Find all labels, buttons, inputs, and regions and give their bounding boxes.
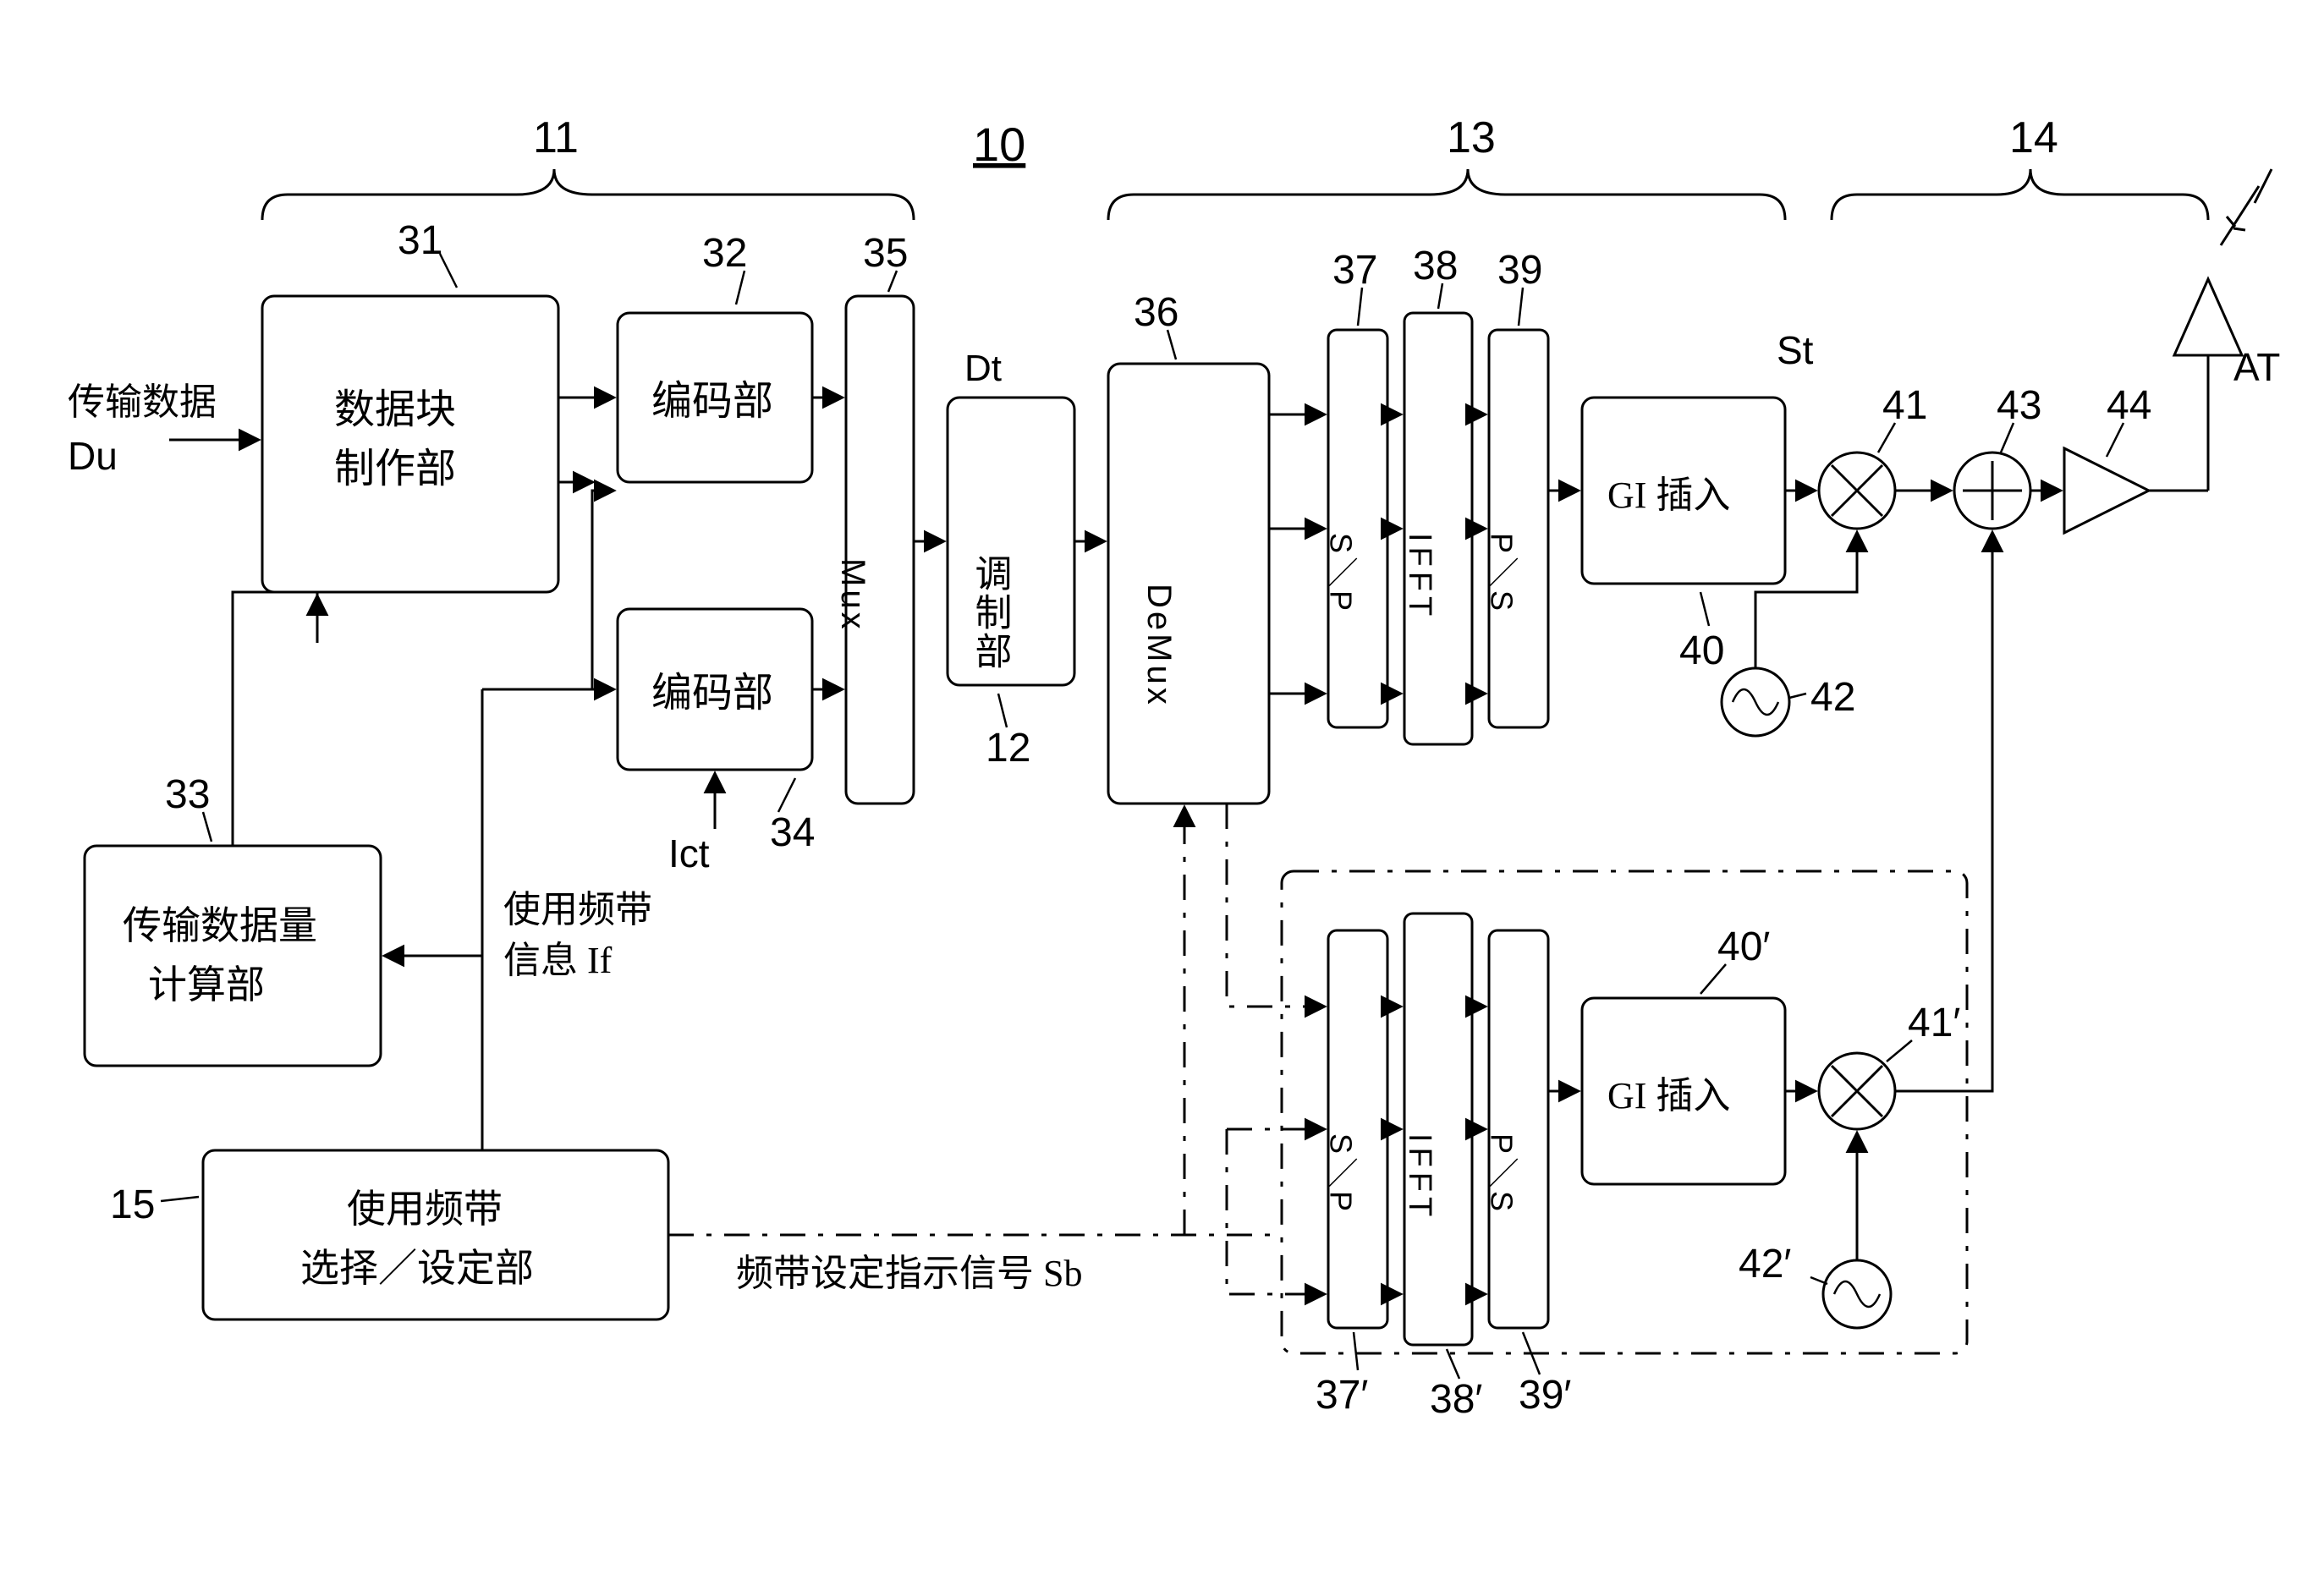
ref-44: 44 — [2107, 383, 2151, 428]
ref-43: 43 — [1997, 383, 2041, 428]
ref-37p: 37′ — [1316, 1373, 1368, 1418]
brace-14: 14 — [1832, 113, 2208, 220]
block-33-label-2: 计算部 — [148, 963, 265, 1007]
ref-39p: 39′ — [1519, 1373, 1571, 1418]
ref-40: 40 — [1679, 628, 1724, 673]
antenna: AT — [2174, 169, 2280, 491]
ref-38p: 38′ — [1430, 1377, 1482, 1422]
block-40-gi-insert: GI 插入 — [1582, 398, 1785, 584]
ref-10: 10 — [973, 118, 1025, 171]
ref-13: 13 — [1447, 113, 1496, 162]
ref-42p: 42′ — [1739, 1242, 1791, 1287]
block-32-label: 编码部 — [651, 379, 773, 424]
block-36-demux: DeMux — [1108, 364, 1269, 804]
label-Du: Du — [68, 434, 118, 478]
block-39-label: P／S — [1485, 533, 1519, 614]
amplifier-44 — [2064, 448, 2149, 533]
block-31-label-1: 数据块 — [334, 387, 456, 432]
block-37p-sp: S／P — [1324, 930, 1388, 1328]
oscillator-42 — [1722, 668, 1789, 736]
block-12-modulator: 调制部 — [948, 398, 1074, 685]
ref-39: 39 — [1497, 248, 1542, 293]
ref-32: 32 — [702, 231, 747, 276]
block-38-ifft: IFFT — [1402, 313, 1472, 744]
ref-34: 34 — [770, 810, 815, 855]
block-37-sp: S／P — [1324, 330, 1388, 727]
block-40-label: GI 插入 — [1607, 475, 1730, 516]
ref-31: 31 — [398, 218, 442, 263]
block-15-label-1: 使用频带 — [347, 1188, 503, 1231]
ref-37: 37 — [1332, 248, 1377, 293]
label-band-info-1: 使用频带 — [503, 889, 652, 930]
label-St: St — [1777, 328, 1814, 372]
brace-13: 13 — [1108, 113, 1785, 220]
adder-43 — [1954, 453, 2030, 529]
block-40p-gi-insert: GI 插入 — [1582, 998, 1785, 1184]
label-AT: AT — [2233, 345, 2280, 389]
oscillator-42p — [1823, 1260, 1891, 1328]
block-33-tx-data-calc: 传输数据量 计算部 — [85, 846, 381, 1066]
ref-42: 42 — [1810, 675, 1855, 720]
block-35-label: Mux — [834, 558, 871, 633]
block-39-ps: P／S — [1485, 330, 1549, 727]
ref-33: 33 — [165, 772, 210, 817]
ref-35: 35 — [863, 231, 908, 276]
ref-12: 12 — [986, 726, 1030, 771]
block-31-label-2: 制作部 — [334, 447, 456, 491]
block-12-label: 调制部 — [970, 554, 1012, 671]
ref-14: 14 — [2009, 113, 2058, 162]
ref-40p: 40′ — [1717, 924, 1770, 969]
block-15-band-select: 使用频带 选择／设定部 — [203, 1150, 668, 1319]
ref-36: 36 — [1134, 290, 1178, 335]
block-37-label: S／P — [1324, 533, 1359, 614]
block-34-encoder: 编码部 — [618, 609, 812, 770]
ref-11: 11 — [533, 113, 579, 162]
block-37p-label: S／P — [1324, 1133, 1359, 1215]
label-band-info-2: 信息 If — [503, 940, 613, 981]
ref-15: 15 — [110, 1182, 155, 1227]
label-Ict: Ict — [668, 831, 710, 875]
brace-11: 11 — [262, 113, 914, 220]
block-36-label: DeMux — [1140, 584, 1178, 708]
block-38-label: IFFT — [1402, 533, 1437, 621]
label-tx-data: 传输数据 — [68, 381, 217, 423]
mixer-41p — [1819, 1053, 1895, 1129]
block-38p-ifft: IFFT — [1402, 913, 1472, 1345]
block-40p-label: GI 插入 — [1607, 1075, 1730, 1116]
block-39p-label: P／S — [1485, 1133, 1519, 1215]
ref-41: 41 — [1882, 383, 1927, 428]
block-33-label-1: 传输数据量 — [123, 904, 317, 947]
label-band-sig: 频带设定指示信号 Sb — [736, 1253, 1082, 1294]
label-Dt: Dt — [964, 348, 1002, 389]
block-34-label: 编码部 — [651, 671, 773, 716]
ref-38: 38 — [1413, 244, 1458, 288]
mixer-41 — [1819, 453, 1895, 529]
block-32-encoder: 编码部 — [618, 313, 812, 482]
block-35-mux: Mux — [834, 296, 914, 804]
block-31-data-block-maker: 数据块 制作部 — [262, 296, 558, 592]
block-15-label-2: 选择／设定部 — [300, 1247, 534, 1290]
ref-41p: 41′ — [1908, 1001, 1960, 1045]
block-38p-label: IFFT — [1402, 1133, 1437, 1221]
block-39p-ps: P／S — [1485, 930, 1549, 1328]
